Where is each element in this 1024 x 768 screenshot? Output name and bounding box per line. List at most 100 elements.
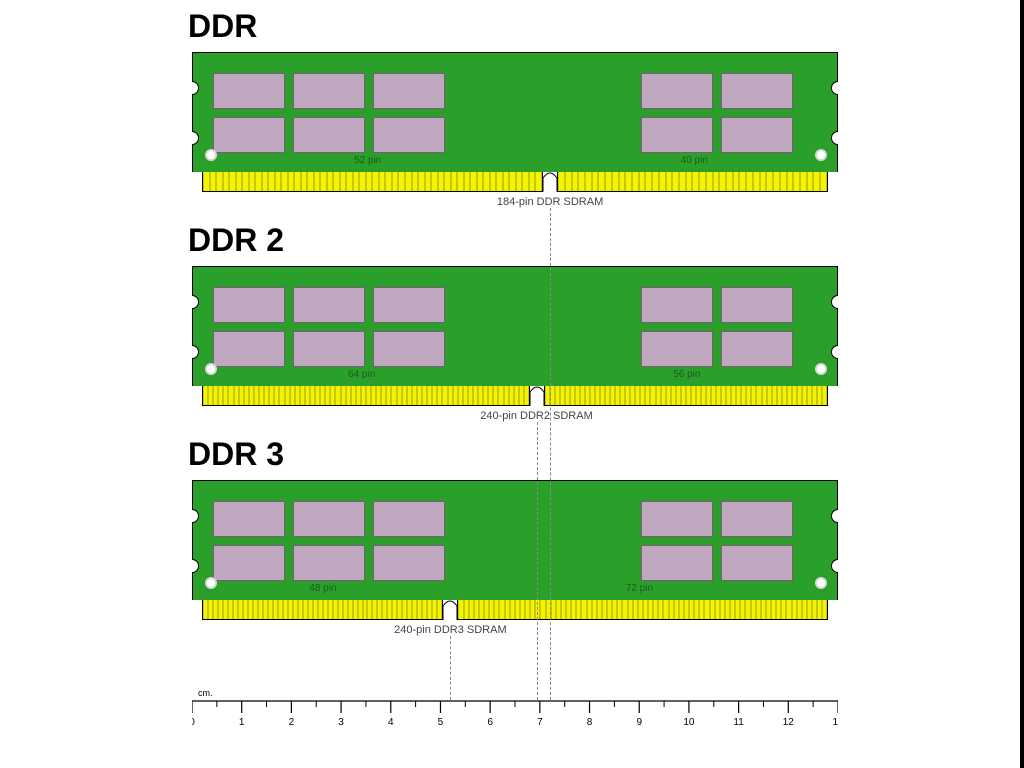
contact-pin — [787, 172, 794, 191]
retention-notch — [192, 509, 199, 523]
notch-reference-line — [450, 636, 451, 700]
contact-pin — [666, 172, 673, 191]
contact-pin — [780, 172, 787, 191]
memory-chip — [293, 331, 365, 367]
contact-pin — [558, 172, 565, 191]
memory-chip — [641, 73, 713, 109]
memory-chip — [293, 545, 365, 581]
ruler-unit-label: cm. — [198, 688, 213, 698]
retention-notch — [192, 131, 199, 145]
memory-chip — [293, 287, 365, 323]
svg-text:2: 2 — [289, 717, 295, 728]
memory-chip — [721, 501, 793, 537]
contact-pin — [632, 172, 639, 191]
svg-text:11: 11 — [733, 717, 744, 728]
memory-chip — [373, 501, 445, 537]
title-ddr2: DDR 2 — [188, 222, 284, 259]
contact-pin — [625, 172, 632, 191]
contact-pin — [672, 172, 679, 191]
contact-pin — [585, 172, 592, 191]
svg-text:9: 9 — [636, 717, 642, 728]
memory-chip — [721, 545, 793, 581]
svg-text:5: 5 — [438, 717, 444, 728]
contact-pin — [813, 172, 820, 191]
module-caption-ddr3: 240-pin DDR3 SDRAM — [380, 624, 520, 636]
memory-chip — [373, 73, 445, 109]
mounting-hole — [815, 363, 827, 375]
memory-chip — [641, 117, 713, 153]
contact-pin — [793, 172, 800, 191]
contact-pin — [800, 172, 807, 191]
memory-chip — [721, 331, 793, 367]
pin-count-right: 72 pin — [626, 583, 653, 594]
memory-chip — [641, 545, 713, 581]
retention-notch — [831, 559, 838, 573]
memory-chip — [641, 331, 713, 367]
key-notch — [530, 386, 544, 406]
contact-pin — [820, 172, 827, 191]
contact-pin — [766, 172, 773, 191]
notch-reference-line — [537, 422, 538, 700]
contact-pin — [598, 172, 605, 191]
contact-pin — [760, 172, 767, 191]
svg-text:4: 4 — [388, 717, 394, 728]
contact-pin — [719, 172, 726, 191]
edge-contacts — [192, 172, 838, 192]
contact-pin — [437, 600, 442, 619]
contact-pin — [692, 172, 699, 191]
edge-contacts — [192, 600, 838, 620]
pin-count-left: 64 pin — [348, 369, 375, 380]
contact-pin — [713, 172, 720, 191]
page-edge — [1020, 0, 1024, 768]
memory-chip — [373, 287, 445, 323]
pcb-body: 48 pin72 pin — [192, 480, 838, 600]
mounting-hole — [815, 577, 827, 589]
contact-pin — [773, 172, 780, 191]
svg-text:3: 3 — [338, 717, 344, 728]
mounting-hole — [205, 577, 217, 589]
cm-ruler: 012345678910111213cm. — [192, 700, 838, 750]
contact-pin — [679, 172, 686, 191]
contact-pin — [565, 172, 572, 191]
title-ddr: DDR — [188, 8, 257, 45]
contact-pin — [592, 172, 599, 191]
memory-chip — [721, 287, 793, 323]
memory-chip — [721, 73, 793, 109]
edge-contacts — [192, 386, 838, 406]
retention-notch — [192, 295, 199, 309]
memory-chip — [213, 545, 285, 581]
ram-module-ddr3: 48 pin72 pin — [192, 480, 838, 620]
retention-notch — [831, 81, 838, 95]
svg-text:13: 13 — [832, 717, 838, 728]
contact-pin — [619, 172, 626, 191]
memory-chip — [293, 117, 365, 153]
svg-text:12: 12 — [783, 717, 795, 728]
contact-pin — [572, 172, 579, 191]
memory-chip — [373, 545, 445, 581]
memory-chip — [293, 73, 365, 109]
contact-pin — [753, 172, 760, 191]
ram-module-ddr: 52 pin40 pin — [192, 52, 838, 192]
memory-chip — [373, 331, 445, 367]
key-notch — [443, 600, 457, 620]
memory-chip — [213, 117, 285, 153]
contact-pin — [645, 172, 652, 191]
svg-text:10: 10 — [683, 717, 695, 728]
memory-chip — [293, 501, 365, 537]
retention-notch — [831, 509, 838, 523]
contact-pin — [726, 172, 733, 191]
memory-chip — [641, 287, 713, 323]
contact-pin — [578, 172, 585, 191]
memory-chip — [213, 73, 285, 109]
contact-pin — [659, 172, 666, 191]
module-caption-ddr2: 240-pin DDR2 SDRAM — [467, 410, 607, 422]
mounting-hole — [205, 363, 217, 375]
pin-count-right: 56 pin — [673, 369, 700, 380]
notch-reference-line — [550, 208, 551, 700]
pin-count-left: 52 pin — [354, 155, 381, 166]
pcb-body: 64 pin 56 pin — [192, 266, 838, 386]
memory-chip — [641, 501, 713, 537]
retention-notch — [192, 559, 199, 573]
contact-pin — [605, 172, 612, 191]
module-caption-ddr: 184-pin DDR SDRAM — [480, 196, 620, 208]
